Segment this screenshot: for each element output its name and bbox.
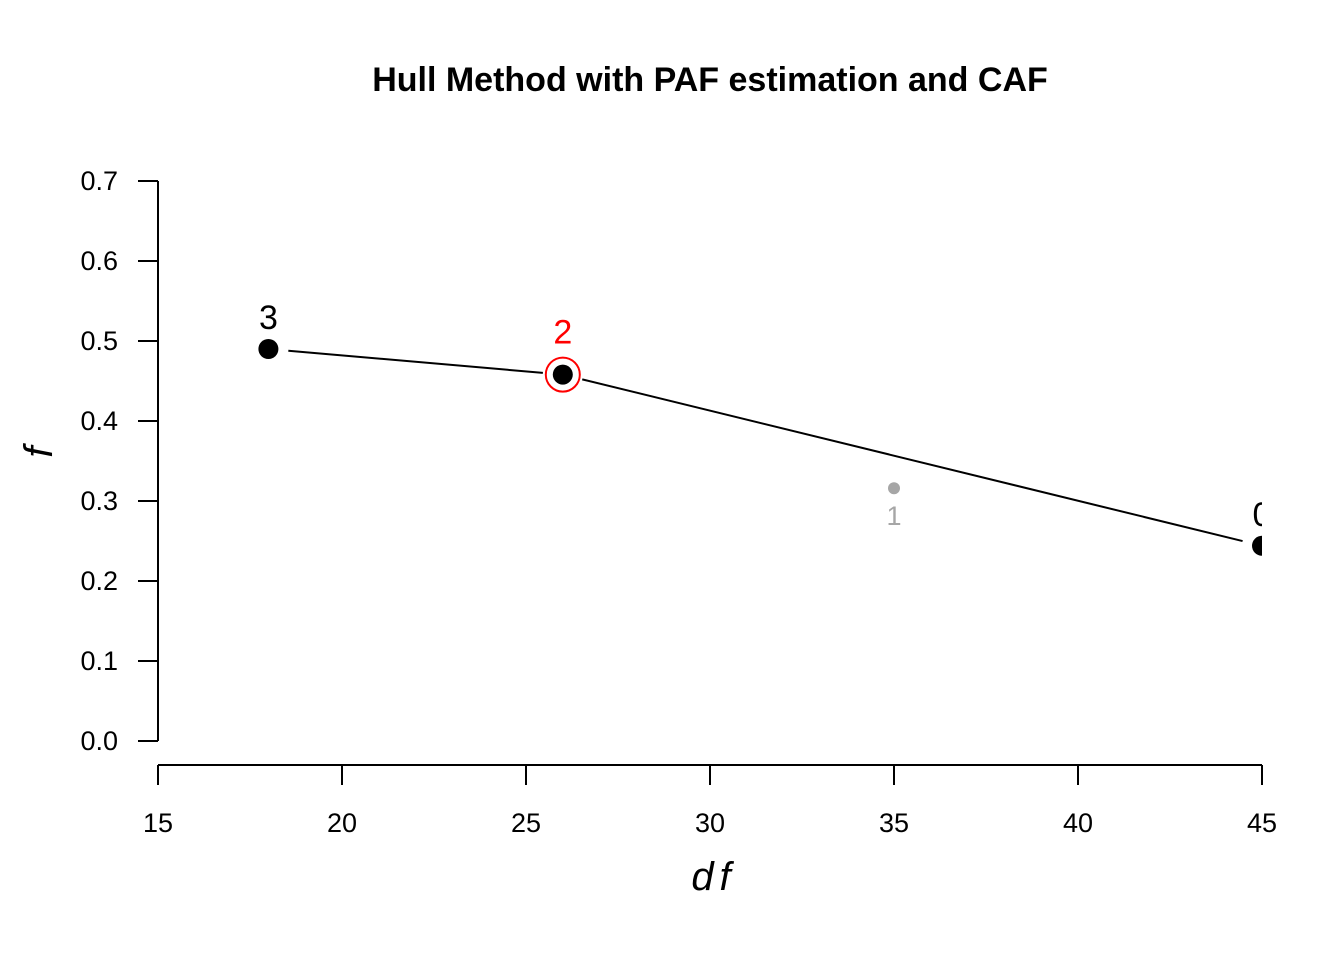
y-tick-label: 0.5 bbox=[80, 326, 118, 356]
point-label-3: 3 bbox=[259, 299, 278, 337]
x-tick-label: 40 bbox=[1063, 808, 1093, 838]
axes: 0.00.10.20.30.40.50.60.715 20 25 30 35 40 45 bbox=[80, 166, 1277, 838]
y-tick-label: 0.1 bbox=[80, 646, 118, 676]
selected-marker-circle bbox=[544, 356, 581, 393]
y-axis-label: f bbox=[17, 443, 61, 458]
y-tick-label: 0.4 bbox=[80, 406, 118, 436]
x-axis-label: df bbox=[691, 855, 736, 899]
points-group: 3 2 1 0 bbox=[258, 299, 1272, 556]
y-tick-label: 0.2 bbox=[80, 566, 118, 596]
x-tick-label: 35 bbox=[879, 808, 909, 838]
point-label-0: 0 bbox=[1253, 496, 1272, 534]
data-point-1 bbox=[888, 482, 900, 495]
x-tick-label: 45 bbox=[1247, 808, 1277, 838]
y-tick-label: 0.7 bbox=[80, 166, 118, 196]
x-tick-label: 15 bbox=[143, 808, 173, 838]
hull-line-segment bbox=[288, 349, 543, 374]
hull-line-group bbox=[288, 349, 1243, 543]
data-point-0 bbox=[1252, 535, 1262, 556]
hull-line-segment bbox=[581, 378, 1243, 543]
y-tick-label: 0.0 bbox=[80, 726, 118, 756]
chart-title: Hull Method with PAF estimation and CAF bbox=[372, 61, 1048, 99]
point-label-1: 1 bbox=[886, 501, 901, 531]
x-tick-label: 25 bbox=[511, 808, 541, 838]
data-point-3 bbox=[258, 339, 279, 359]
y-tick-label: 0.3 bbox=[80, 486, 118, 516]
data-point-2 bbox=[552, 364, 573, 385]
x-tick-label: 30 bbox=[695, 808, 725, 838]
x-tick-label: 20 bbox=[327, 808, 357, 838]
point-label-2: 2 bbox=[553, 314, 572, 352]
y-tick-label: 0.6 bbox=[80, 246, 118, 276]
